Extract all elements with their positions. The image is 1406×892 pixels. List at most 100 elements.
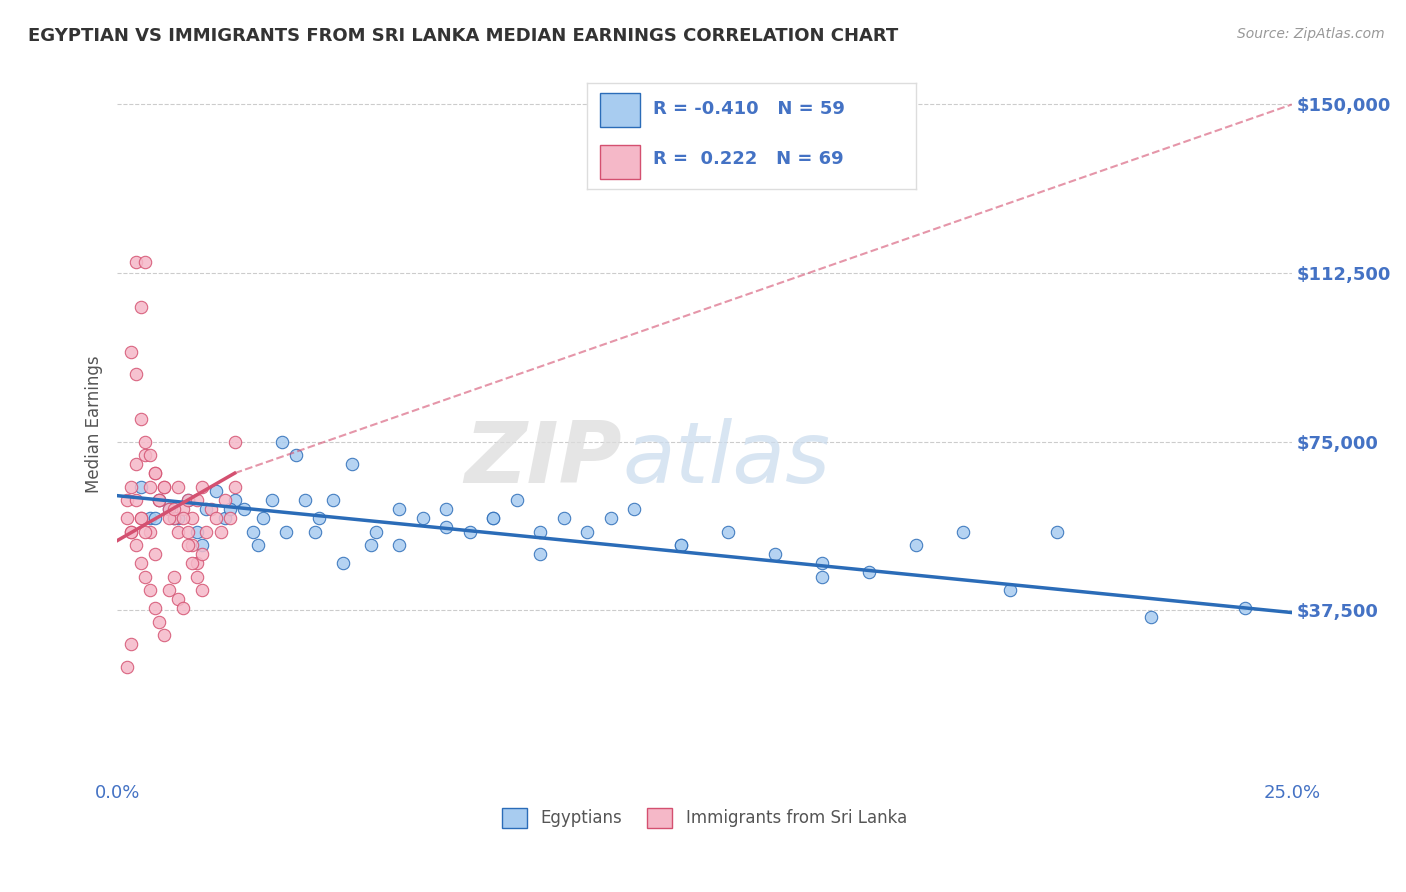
Point bbox=[120, 524, 142, 539]
Point bbox=[139, 448, 162, 462]
Point bbox=[181, 538, 204, 552]
Point bbox=[134, 434, 156, 449]
Point bbox=[129, 412, 152, 426]
Point bbox=[148, 493, 170, 508]
Point bbox=[214, 511, 236, 525]
Point bbox=[998, 583, 1021, 598]
Point bbox=[200, 502, 222, 516]
Point bbox=[247, 538, 270, 552]
Point bbox=[332, 556, 354, 570]
Point bbox=[294, 493, 316, 508]
Point bbox=[125, 493, 148, 508]
Point bbox=[162, 569, 184, 583]
Point bbox=[176, 493, 198, 508]
Point bbox=[209, 524, 232, 539]
Point bbox=[148, 615, 170, 629]
Point bbox=[360, 538, 382, 552]
Point bbox=[952, 524, 974, 539]
Point bbox=[134, 524, 156, 539]
Point bbox=[412, 511, 434, 525]
Point bbox=[190, 538, 212, 552]
Point bbox=[125, 538, 148, 552]
Point bbox=[308, 511, 330, 525]
Point bbox=[139, 511, 162, 525]
Point bbox=[162, 502, 184, 516]
Point bbox=[120, 480, 142, 494]
Point bbox=[172, 511, 194, 525]
Point bbox=[190, 547, 212, 561]
Point bbox=[115, 511, 138, 525]
Point bbox=[858, 565, 880, 579]
Point bbox=[115, 493, 138, 508]
Point bbox=[186, 493, 208, 508]
Point bbox=[717, 524, 740, 539]
Point bbox=[224, 493, 246, 508]
Point bbox=[1140, 610, 1163, 624]
Point bbox=[482, 511, 505, 525]
Point bbox=[167, 511, 190, 525]
Point bbox=[129, 300, 152, 314]
Point bbox=[219, 502, 242, 516]
Point bbox=[195, 524, 218, 539]
Point bbox=[304, 524, 326, 539]
Point bbox=[340, 457, 363, 471]
Point bbox=[276, 524, 298, 539]
Point bbox=[252, 511, 274, 525]
Point bbox=[388, 502, 411, 516]
Point bbox=[172, 601, 194, 615]
Point bbox=[157, 502, 180, 516]
Point bbox=[529, 524, 551, 539]
Point bbox=[157, 502, 180, 516]
Point bbox=[242, 524, 264, 539]
Point bbox=[270, 434, 292, 449]
Point bbox=[529, 547, 551, 561]
Point bbox=[125, 255, 148, 269]
Point bbox=[1233, 601, 1256, 615]
Point bbox=[139, 583, 162, 598]
Legend: Egyptians, Immigrants from Sri Lanka: Egyptians, Immigrants from Sri Lanka bbox=[495, 801, 914, 835]
Point bbox=[157, 583, 180, 598]
Point bbox=[129, 511, 152, 525]
Point bbox=[134, 448, 156, 462]
Point bbox=[811, 569, 834, 583]
Point bbox=[129, 511, 152, 525]
Point bbox=[322, 493, 344, 508]
Point bbox=[186, 556, 208, 570]
Point bbox=[157, 511, 180, 525]
Point bbox=[205, 484, 228, 499]
Point bbox=[434, 502, 457, 516]
Point bbox=[205, 511, 228, 525]
Point bbox=[148, 493, 170, 508]
Point bbox=[134, 255, 156, 269]
Point bbox=[143, 466, 166, 480]
Point bbox=[224, 434, 246, 449]
Point bbox=[669, 538, 692, 552]
Point bbox=[167, 524, 190, 539]
Point bbox=[763, 547, 786, 561]
Point bbox=[125, 457, 148, 471]
Point bbox=[233, 502, 256, 516]
Point bbox=[139, 524, 162, 539]
Point bbox=[505, 493, 527, 508]
Point bbox=[176, 538, 198, 552]
Point bbox=[388, 538, 411, 552]
Text: Source: ZipAtlas.com: Source: ZipAtlas.com bbox=[1237, 27, 1385, 41]
Point bbox=[148, 493, 170, 508]
Point bbox=[458, 524, 481, 539]
Point bbox=[904, 538, 927, 552]
Point bbox=[115, 659, 138, 673]
Point bbox=[190, 480, 212, 494]
Point bbox=[143, 601, 166, 615]
Point bbox=[153, 480, 176, 494]
Y-axis label: Median Earnings: Median Earnings bbox=[86, 355, 103, 492]
Point bbox=[482, 511, 505, 525]
Point bbox=[129, 556, 152, 570]
Point bbox=[153, 480, 176, 494]
Point bbox=[125, 368, 148, 382]
Point bbox=[139, 480, 162, 494]
Point bbox=[224, 480, 246, 494]
Point bbox=[434, 520, 457, 534]
Point bbox=[623, 502, 645, 516]
Point bbox=[553, 511, 575, 525]
Point bbox=[176, 524, 198, 539]
